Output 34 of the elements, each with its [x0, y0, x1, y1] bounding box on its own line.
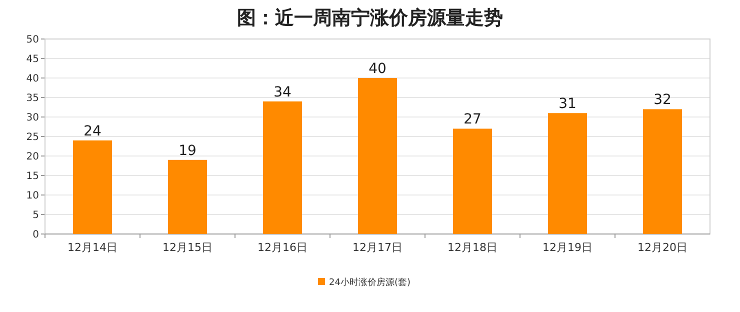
legend-label: 24小时涨价房源(套): [329, 277, 410, 288]
bar: [73, 140, 112, 234]
x-tick-label: 12月20日: [638, 241, 688, 254]
y-tick-label: 30: [26, 112, 39, 124]
y-tick-label: 0: [32, 230, 39, 240]
x-tick-label: 12月19日: [542, 241, 592, 254]
data-label: 34: [274, 84, 292, 100]
chart-title: 图：近一周南宁涨价房源量走势: [237, 7, 503, 29]
data-label: 31: [558, 96, 576, 112]
y-tick-label: 5: [32, 210, 39, 221]
bar: [263, 101, 302, 234]
data-label: 24: [84, 123, 102, 140]
bar: [358, 78, 397, 234]
data-label: 32: [654, 92, 672, 108]
y-tick-label: 25: [26, 132, 39, 143]
data-label: 40: [368, 61, 386, 77]
data-label: 19: [178, 142, 196, 159]
x-tick-label: 12月17日: [352, 241, 402, 254]
y-tick-label: 10: [26, 190, 39, 202]
y-tick-label: 15: [26, 171, 39, 182]
y-tick-label: 35: [26, 93, 39, 104]
y-tick-label: 45: [26, 54, 39, 65]
bar: [548, 113, 587, 234]
x-tick-label: 12月15日: [162, 241, 212, 254]
data-label: 27: [464, 112, 482, 128]
bar: [168, 160, 207, 234]
x-tick-label: 12月18日: [448, 241, 498, 254]
bar: [643, 109, 682, 234]
y-tick-label: 20: [26, 152, 39, 162]
x-tick-label: 12月16日: [258, 241, 308, 254]
bar: [453, 128, 492, 234]
y-tick-label: 40: [26, 74, 39, 84]
x-tick-label: 12月14日: [68, 241, 118, 254]
y-tick-label: 50: [26, 34, 39, 46]
